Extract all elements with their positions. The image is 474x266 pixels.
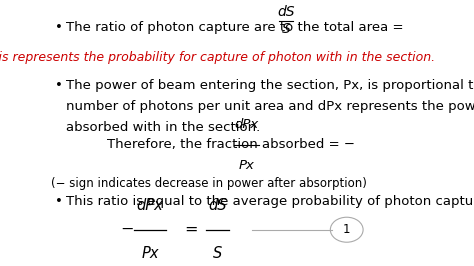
Text: The power of beam entering the section, Px, is proportional to the: The power of beam entering the section, … [66,78,474,92]
Text: absorbed with in the section.: absorbed with in the section. [66,121,261,134]
Text: •: • [55,21,63,34]
Text: •: • [55,195,63,208]
Text: S: S [213,246,222,261]
Text: =: = [184,222,198,237]
Text: Px: Px [141,246,159,261]
Text: dPx: dPx [235,118,259,131]
Text: dS: dS [277,5,295,19]
Text: number of photons per unit area and dPx represents the power: number of photons per unit area and dPx … [66,100,474,113]
Text: S: S [282,22,291,36]
Text: −: − [120,222,134,237]
Text: This represents the probability for capture of photon with in the section.: This represents the probability for capt… [0,51,435,64]
Text: •: • [55,78,63,92]
Text: dPx: dPx [137,198,164,214]
Text: Px: Px [239,159,255,172]
Text: 1: 1 [343,223,350,236]
Text: Therefore, the fraction absorbed = −: Therefore, the fraction absorbed = − [108,138,360,151]
Text: The ratio of photon capture are to the total area =: The ratio of photon capture are to the t… [66,21,408,34]
Text: dS: dS [208,198,227,214]
Text: (− sign indicates decrease in power after absorption): (− sign indicates decrease in power afte… [51,177,367,190]
Text: This ratio is equal to the average probability of photon capture;: This ratio is equal to the average proba… [66,195,474,208]
